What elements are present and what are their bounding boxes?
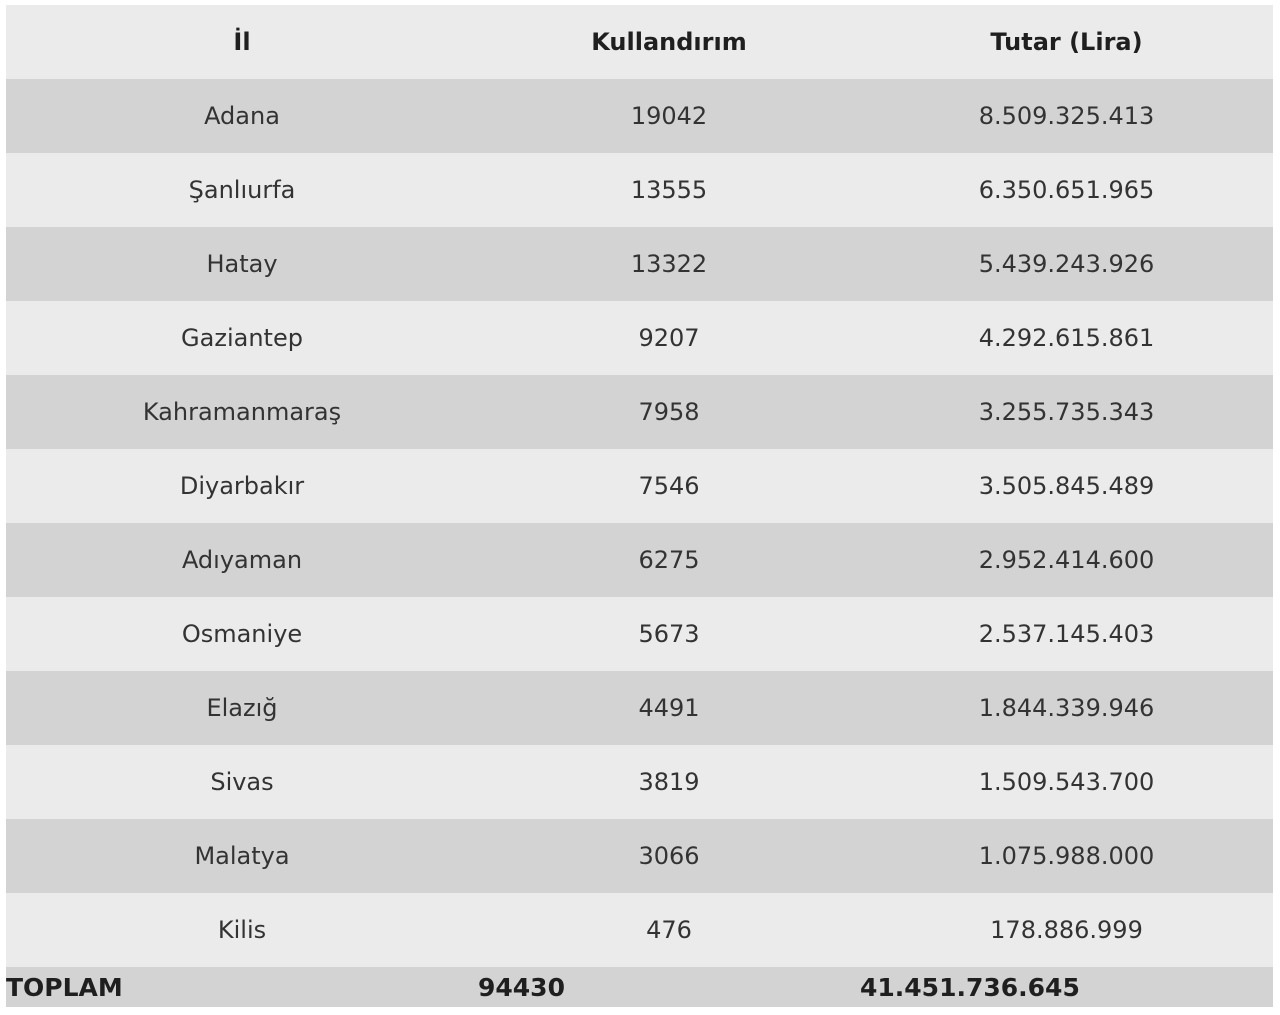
table-row: Adıyaman 6275 2.952.414.600 [6,523,1273,597]
table-row: Adana 19042 8.509.325.413 [6,79,1273,153]
cell-count: 13555 [630,176,708,204]
table-row: Elazığ 4491 1.844.339.946 [6,671,1273,745]
cell-province: Kilis [217,916,267,944]
cell-amount: 4.292.615.861 [978,324,1155,352]
table-row: Şanlıurfa 13555 6.350.651.965 [6,153,1273,227]
cell-count: 5673 [638,620,700,648]
table-row: Kilis 476 178.886.999 [6,893,1273,967]
cell-province: Adıyaman [181,546,303,574]
cell-province: Diyarbakır [179,472,305,500]
cell-count: 4491 [638,694,700,722]
table-row: Kahramanmaraş 7958 3.255.735.343 [6,375,1273,449]
cell-count: 3066 [638,842,700,870]
total-amount: 41.451.736.645 [860,972,1080,1002]
cell-amount: 3.505.845.489 [978,472,1155,500]
cell-province: Şanlıurfa [188,176,296,204]
cell-province: Sivas [210,768,274,796]
cell-count: 7546 [638,472,700,500]
table-row: Malatya 3066 1.075.988.000 [6,819,1273,893]
province-loan-table: İl Kullandırım Tutar (Lira) Adana 19042 8.… [6,5,1273,1007]
cell-count: 7958 [638,398,700,426]
cell-count: 19042 [630,102,708,130]
cell-amount: 1.844.339.946 [978,694,1155,722]
cell-amount: 6.350.651.965 [978,176,1155,204]
table-header-row: İl Kullandırım Tutar (Lira) [6,5,1273,79]
cell-province: Hatay [206,250,278,278]
header-amount: Tutar (Lira) [990,28,1143,56]
cell-count: 476 [646,916,692,944]
header-count: Kullandırım [591,28,747,56]
data-table-container: İl Kullandırım Tutar (Lira) Adana 19042 8.… [6,5,1273,1007]
total-count: 94430 [478,972,565,1002]
cell-amount: 8.509.325.413 [978,102,1155,130]
total-label: TOPLAM [6,972,123,1002]
cell-amount: 1.075.988.000 [978,842,1155,870]
cell-amount: 178.886.999 [990,916,1143,944]
table-body: Adana 19042 8.509.325.413 Şanlıurfa 13555 6.3… [6,79,1273,967]
cell-province: Elazığ [206,694,278,722]
cell-amount: 5.439.243.926 [978,250,1155,278]
cell-province: Malatya [194,842,290,870]
cell-province: Osmaniye [181,620,303,648]
header-province: İl [233,28,251,56]
total-row: TOPLAM 94430 41.451.736.645 [6,967,1273,1007]
cell-amount: 2.537.145.403 [978,620,1155,648]
table-row: Gaziantep 9207 4.292.615.861 [6,301,1273,375]
cell-count: 13322 [630,250,708,278]
table-row: Hatay 13322 5.439.243.926 [6,227,1273,301]
cell-count: 6275 [638,546,700,574]
cell-amount: 2.952.414.600 [978,546,1155,574]
cell-amount: 1.509.543.700 [978,768,1155,796]
table-row: Diyarbakır 7546 3.505.845.489 [6,449,1273,523]
cell-province: Kahramanmaraş [142,398,342,426]
table-row: Sivas 3819 1.509.543.700 [6,745,1273,819]
table-row: Osmaniye 5673 2.537.145.403 [6,597,1273,671]
cell-amount: 3.255.735.343 [978,398,1155,426]
cell-province: Gaziantep [181,324,303,352]
cell-count: 9207 [638,324,700,352]
cell-province: Adana [204,102,280,130]
cell-count: 3819 [638,768,700,796]
